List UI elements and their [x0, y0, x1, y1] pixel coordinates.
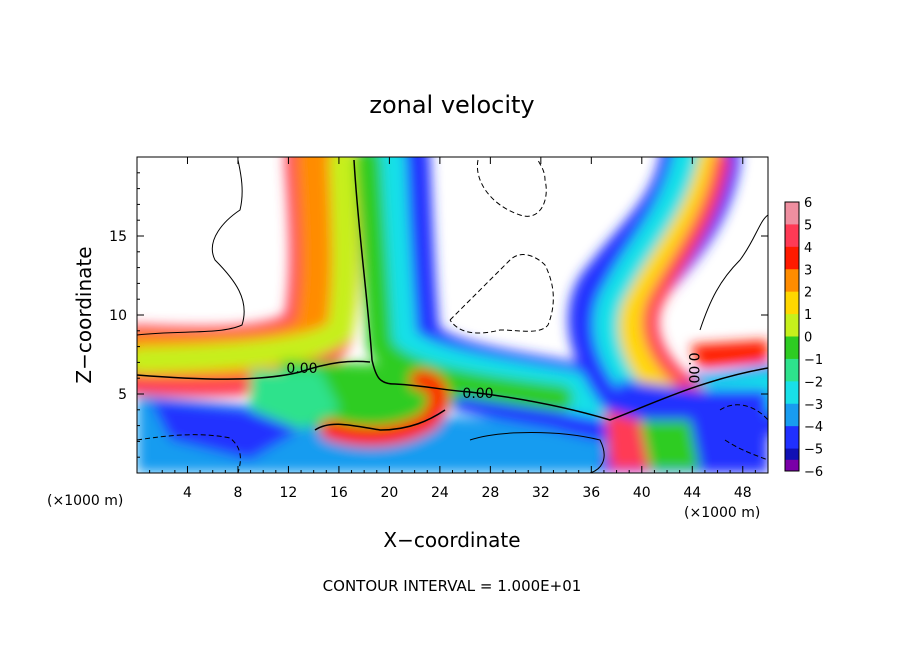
colorbar-swatch — [785, 314, 799, 337]
x-tick-label: 44 — [683, 485, 701, 501]
x-tick-label: 48 — [734, 485, 752, 501]
x-tick-label: 36 — [582, 485, 600, 501]
y-tick-label: 10 — [109, 308, 127, 324]
x-tick-label: 32 — [532, 485, 550, 501]
dashed-contour-bottom-left — [137, 434, 241, 473]
zero-contour-lower — [469, 367, 768, 421]
x-axis-ticks: 4 8 12 16 20 24 28 32 36 40 44 48 — [149, 157, 756, 501]
chart-title: zonal velocity — [369, 91, 534, 119]
contour-label: 0.00 — [286, 361, 317, 377]
right-arm-core — [618, 157, 726, 434]
dashed-contour-center — [449, 254, 554, 334]
colorbar-swatch — [785, 403, 799, 427]
right-lower-red — [605, 410, 650, 470]
colorbar-swatch — [785, 291, 799, 315]
colorbar-label: 0 — [804, 331, 812, 346]
colorbar-label: −2 — [804, 375, 823, 390]
colorbar-label: 4 — [804, 241, 812, 256]
zero-contour-left — [137, 360, 371, 380]
x-tick-label: 20 — [380, 485, 398, 501]
colorbar-swatch — [785, 381, 799, 405]
outer-contour-left — [137, 159, 245, 336]
zero-contour-lobe — [314, 409, 446, 431]
colorbar-swatch — [785, 358, 799, 382]
contour-lines — [137, 159, 768, 473]
colorbar-label: −5 — [804, 443, 823, 458]
contour-labels: 0.00 0.00 0.00 — [286, 352, 701, 402]
central-cyan-region — [250, 370, 340, 430]
x-unit-label-right: (×1000 m) — [684, 505, 760, 521]
contour-label: 0.00 — [462, 386, 493, 402]
dashed-contour-top — [476, 159, 547, 217]
contour-interval-note: CONTOUR INTERVAL = 1.000E+01 — [323, 577, 582, 595]
y-axis-label: Z−coordinate — [72, 246, 96, 383]
right-arm-red — [642, 157, 730, 408]
y-axis-ticks: 5 10 15 — [109, 172, 768, 458]
plot-area: 0.000.000.00 4 8 12 16 20 24 28 32 36 40 44 48 5101… — [109, 156, 769, 501]
x-axis-label: X−coordinate — [383, 528, 520, 552]
x-tick-label: 28 — [481, 485, 499, 501]
colorbar-label: 1 — [804, 308, 812, 323]
left-jet-core — [137, 157, 359, 373]
central-column-core — [355, 157, 573, 411]
colorbar-label: −1 — [804, 353, 823, 368]
colorbar-label: 2 — [804, 286, 812, 301]
x-tick-label: 24 — [431, 485, 449, 501]
right-lower-green — [640, 420, 700, 470]
x-tick-label: 4 — [183, 485, 192, 501]
dashed-contour-right — [719, 404, 768, 461]
colorbar-swatch — [785, 202, 799, 225]
colorbar: 6 5 4 3 2 1 0 −1 −2 −3 −4 −5 −6 — [784, 196, 823, 480]
contour-label: 0.00 — [685, 352, 701, 383]
x-tick-label: 12 — [280, 485, 298, 501]
colorbar-swatch — [785, 459, 799, 471]
zero-contour-column — [353, 159, 471, 393]
solid-contour-right — [699, 214, 768, 331]
x-tick-label: 16 — [330, 485, 348, 501]
colorbar-label: −3 — [804, 398, 823, 413]
colorbar-swatch — [785, 426, 799, 450]
red-lobe-lower — [320, 370, 449, 447]
y-tick-label: 5 — [118, 387, 127, 403]
colorbar-label: −4 — [804, 420, 823, 435]
colorbar-swatch — [785, 224, 799, 248]
colorbar-label: 3 — [804, 263, 812, 278]
colorbar-swatch — [785, 246, 799, 270]
colorbar-swatch — [785, 269, 799, 293]
velocity-field — [137, 157, 768, 473]
colorbar-label: −6 — [804, 465, 823, 480]
y-tick-label: 15 — [109, 229, 127, 245]
x-unit-label-left: (×1000 m) — [47, 493, 123, 509]
solid-contour-bottom — [469, 432, 605, 473]
x-tick-label: 40 — [633, 485, 651, 501]
upper-right-red-streak — [690, 340, 768, 368]
x-tick-label: 8 — [233, 485, 242, 501]
colorbar-label: 5 — [804, 218, 812, 233]
colorbar-frame — [784, 201, 800, 472]
colorbar-swatch — [785, 336, 799, 360]
colorbar-label: 6 — [804, 196, 812, 211]
